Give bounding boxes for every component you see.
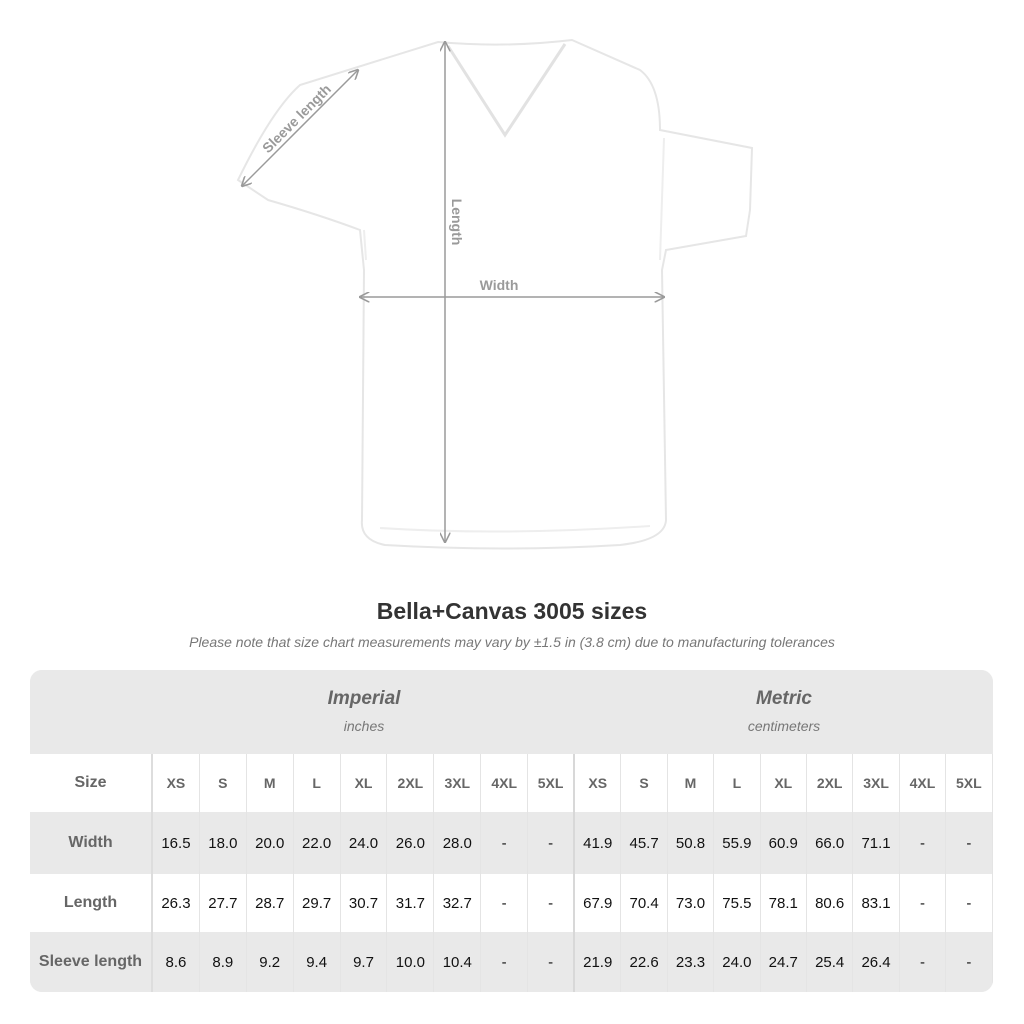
metric-cell: 70.4 — [621, 874, 668, 932]
table-row: Length 26.3 27.7 28.7 29.7 30.7 31.7 32.7- -67.9… — [30, 874, 993, 932]
metric-header: Metric centimeters — [575, 688, 993, 734]
metric-cell: - — [900, 932, 947, 992]
imperial-cell: 27.7 — [200, 874, 247, 932]
tshirt-body — [236, 38, 754, 550]
width-label: Width — [480, 277, 519, 293]
imperial-cell: 4XL — [481, 754, 529, 812]
imperial-unit: inches — [343, 718, 385, 734]
imperial-cell: 8.9 — [200, 932, 247, 992]
metric-cell: 80.6 — [807, 874, 854, 932]
imperial-cell: 3XL — [434, 754, 482, 812]
length-label: Length — [449, 199, 465, 246]
imperial-cell: 10.0 — [387, 932, 435, 992]
metric-cell: 3XL — [853, 754, 900, 812]
imperial-cell: 9.4 — [294, 932, 341, 992]
row-label: Length — [30, 874, 153, 932]
imperial-cell: 29.7 — [294, 874, 341, 932]
imperial-cell: S — [200, 754, 247, 812]
size-table: Imperial inches Metric centimeters Size X… — [30, 670, 993, 992]
metric-cell: 22.6 — [621, 932, 668, 992]
metric-cell: 75.5 — [714, 874, 761, 932]
metric-title: Metric — [756, 688, 812, 709]
row-label: Size — [30, 754, 153, 812]
metric-cell: 60.9 — [761, 812, 807, 874]
imperial-cell: 22.0 — [294, 812, 341, 874]
metric-cell: 78.1 — [761, 874, 807, 932]
imperial-cell: - — [481, 812, 529, 874]
metric-cell: M — [668, 754, 715, 812]
row-label: Sleeve length — [30, 932, 153, 992]
imperial-cell: - — [481, 874, 529, 932]
imperial-cell: 32.7 — [434, 874, 482, 932]
size-header-row: Size XS S M L XL 2XL 3XL 4XL 5XL XS S M L XL 2XL 3XL 4XL 5… — [30, 754, 993, 812]
metric-cell: - — [946, 812, 993, 874]
row-label: Width — [30, 812, 153, 874]
metric-cell: 45.7 — [621, 812, 668, 874]
metric-cell: 71.1 — [853, 812, 900, 874]
imperial-cell: 8.6 — [153, 932, 200, 992]
metric-cell: - — [946, 874, 993, 932]
metric-cell: 5XL — [946, 754, 993, 812]
tolerance-note: Please note that size chart measurements… — [189, 634, 835, 650]
imperial-cell: - — [481, 932, 529, 992]
imperial-cell: L — [294, 754, 341, 812]
metric-cell: - — [946, 932, 993, 992]
imperial-cell: 9.7 — [341, 932, 388, 992]
metric-cell: 55.9 — [714, 812, 761, 874]
imperial-cell: 5XL — [528, 754, 576, 812]
imperial-title: Imperial — [327, 688, 401, 709]
imperial-cell: 31.7 — [387, 874, 435, 932]
metric-unit: centimeters — [747, 718, 821, 734]
imperial-cell: 26.3 — [153, 874, 200, 932]
metric-cell: 73.0 — [668, 874, 715, 932]
metric-cell: 41.9 — [575, 812, 622, 874]
imperial-cell: M — [247, 754, 294, 812]
metric-cell: L — [714, 754, 761, 812]
metric-cell: 4XL — [900, 754, 947, 812]
imperial-cell: XS — [153, 754, 200, 812]
page-title: Bella+Canvas 3005 sizes — [376, 598, 648, 624]
imperial-cell: 2XL — [387, 754, 435, 812]
imperial-cell: XL — [341, 754, 388, 812]
metric-cell: 24.0 — [714, 932, 761, 992]
metric-cell: - — [900, 874, 947, 932]
imperial-cell: - — [528, 874, 576, 932]
imperial-cell: 10.4 — [434, 932, 482, 992]
metric-cell: XL — [761, 754, 807, 812]
imperial-cell: 24.0 — [341, 812, 388, 874]
imperial-cell: 16.5 — [153, 812, 200, 874]
imperial-cell: 20.0 — [247, 812, 294, 874]
metric-cell: 25.4 — [807, 932, 854, 992]
imperial-cell: 28.7 — [247, 874, 294, 932]
imperial-header: Imperial inches — [153, 688, 575, 734]
imperial-cell: 18.0 — [200, 812, 247, 874]
metric-cell: 21.9 — [575, 932, 622, 992]
tshirt-diagram: Sleeve length Length Width — [236, 38, 754, 550]
system-header: Imperial inches Metric centimeters — [30, 670, 993, 754]
metric-cell: S — [621, 754, 668, 812]
table-row: Sleeve length 8.6 8.9 9.2 9.4 9.7 10.0 10.4- -21… — [30, 932, 993, 992]
metric-cell: 23.3 — [668, 932, 715, 992]
metric-cell: 67.9 — [575, 874, 622, 932]
imperial-cell: 9.2 — [247, 932, 294, 992]
metric-cell: XS — [575, 754, 622, 812]
imperial-cell: - — [528, 932, 576, 992]
metric-cell: - — [900, 812, 947, 874]
imperial-cell: 30.7 — [341, 874, 388, 932]
metric-cell: 50.8 — [668, 812, 715, 874]
metric-cell: 66.0 — [807, 812, 854, 874]
table-row: Width 16.5 18.0 20.0 22.0 24.0 26.0 28.0- -41.9 4… — [30, 812, 993, 874]
metric-cell: 24.7 — [761, 932, 807, 992]
imperial-cell: 26.0 — [387, 812, 435, 874]
metric-cell: 2XL — [807, 754, 854, 812]
metric-cell: 83.1 — [853, 874, 900, 932]
imperial-cell: - — [528, 812, 576, 874]
imperial-cell: 28.0 — [434, 812, 482, 874]
metric-cell: 26.4 — [853, 932, 900, 992]
sleeve-arrow — [242, 70, 358, 186]
